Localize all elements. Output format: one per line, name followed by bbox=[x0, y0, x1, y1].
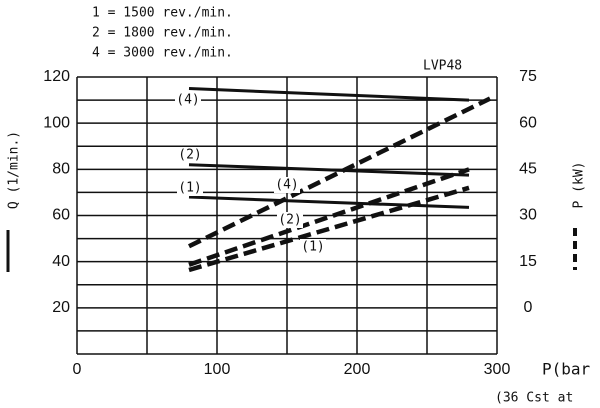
note: 4 = 3000 rev./min. bbox=[92, 46, 233, 61]
data-line bbox=[188, 87, 470, 102]
label-bg bbox=[274, 177, 300, 193]
note: 2 = 1800 rev./min. bbox=[92, 26, 233, 41]
y2-tick-label: 45 bbox=[519, 161, 537, 178]
x-tick-label: 0 bbox=[73, 361, 82, 378]
data-line bbox=[188, 163, 470, 177]
y2-tick-label: 75 bbox=[519, 68, 537, 85]
series-label: (2) bbox=[278, 213, 301, 228]
footnote: (36 Cst at bbox=[495, 391, 573, 406]
y-tick-label: 80 bbox=[52, 161, 70, 178]
y-axis-label: Q (1/min.) bbox=[7, 131, 22, 209]
x-tick-label: 100 bbox=[204, 361, 231, 378]
series-label: (4) bbox=[176, 93, 199, 108]
y2-tick-label: 0 bbox=[524, 299, 533, 316]
y-tick-label: 100 bbox=[43, 114, 70, 131]
y2-axis-label: P (kW) bbox=[572, 162, 587, 209]
label-bg bbox=[300, 239, 326, 255]
series-label: (2) bbox=[178, 148, 201, 163]
y-tick-label: 40 bbox=[52, 253, 70, 270]
x-tick-label: 200 bbox=[344, 361, 371, 378]
data-line bbox=[188, 185, 470, 273]
y2-tick-label: 15 bbox=[519, 253, 537, 270]
y-tick-label: 120 bbox=[43, 68, 70, 85]
data-line bbox=[188, 167, 470, 267]
x-axis-label: P(bar bbox=[542, 360, 591, 379]
series-label: (1) bbox=[178, 181, 201, 196]
y2-tick-label: 30 bbox=[519, 207, 537, 224]
model-label: LVP48 bbox=[423, 59, 462, 74]
x-tick-label: 300 bbox=[484, 361, 511, 378]
series-label: (4) bbox=[275, 178, 298, 193]
series-label: (1) bbox=[301, 240, 324, 255]
y-tick-label: 20 bbox=[52, 299, 70, 316]
label-bg bbox=[277, 212, 303, 228]
label-bg bbox=[177, 147, 203, 163]
note: 1 = 1500 rev./min. bbox=[92, 6, 233, 21]
data-line bbox=[188, 195, 470, 209]
label-bg bbox=[175, 92, 201, 108]
y-tick-label: 60 bbox=[52, 207, 70, 224]
y2-tick-label: 60 bbox=[519, 114, 537, 131]
label-bg bbox=[177, 180, 203, 196]
